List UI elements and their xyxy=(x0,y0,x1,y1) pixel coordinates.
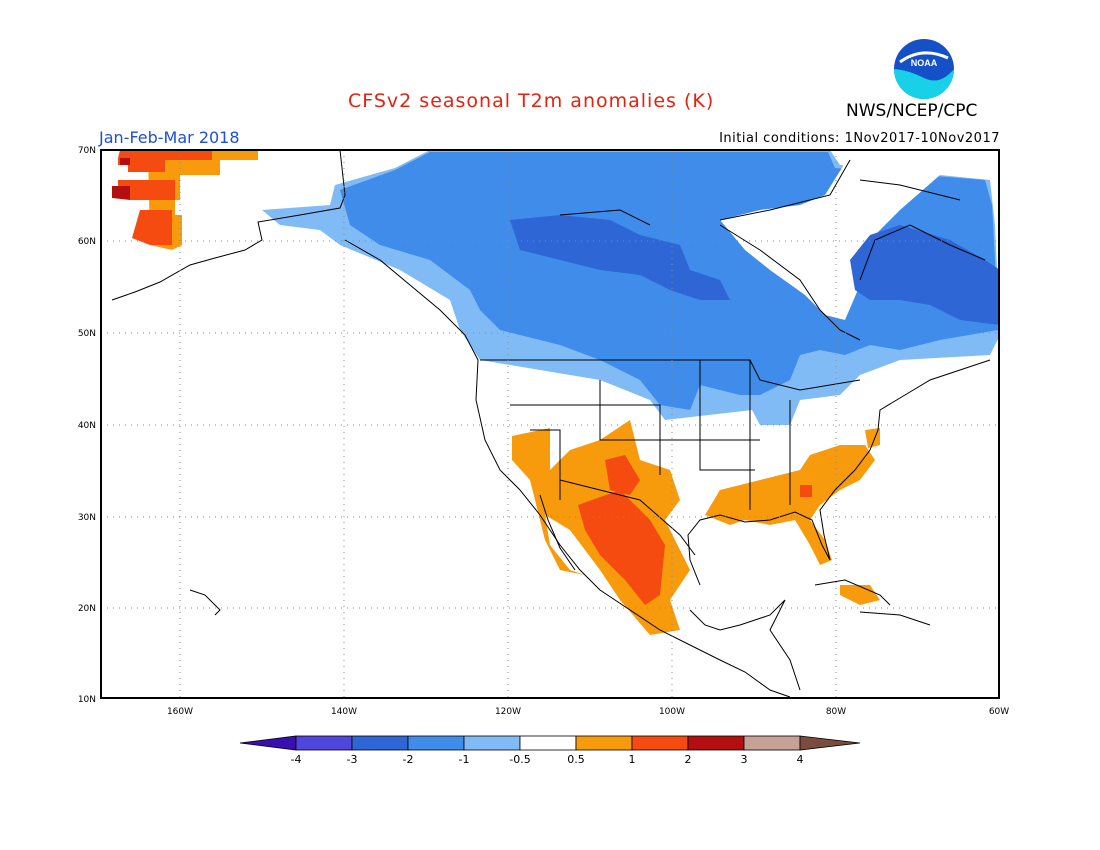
colorbar-cell xyxy=(631,735,689,751)
lat-label: 10N xyxy=(78,695,96,705)
lat-label: 70N xyxy=(78,146,96,156)
lat-label: 40N xyxy=(78,421,96,431)
lat-label: 50N xyxy=(78,329,96,339)
colorbar-cell xyxy=(407,735,465,751)
colorbar-cell xyxy=(463,735,521,751)
colorbar-cell xyxy=(519,735,577,751)
colorbar-tick-label: -2 xyxy=(403,753,414,766)
grid-lines xyxy=(101,150,999,698)
lon-label: 80W xyxy=(826,707,846,717)
lat-label: 60N xyxy=(78,237,96,247)
latitude-labels: 70N 60N 50N 40N 30N 20N 10N xyxy=(78,146,96,705)
initial-conditions: Initial conditions: 1Nov2017-10Nov2017 xyxy=(719,131,1000,146)
anomaly-fills xyxy=(112,150,1000,635)
lon-label: 160W xyxy=(167,707,193,717)
lat-label: 20N xyxy=(78,604,96,614)
colorbar-tick-label: 2 xyxy=(685,753,692,766)
colorbar-cell xyxy=(295,735,353,751)
colorbar-tick-label: -0.5 xyxy=(509,753,530,766)
lon-label: 100W xyxy=(659,707,685,717)
forecast-period: Jan-Feb-Mar 2018 xyxy=(99,128,240,147)
cold-anomaly-deep xyxy=(510,215,730,300)
colorbar-tick-label: 1 xyxy=(629,753,636,766)
map-frame xyxy=(100,149,1000,699)
colorbar-tick-label: -3 xyxy=(347,753,358,766)
lat-label: 30N xyxy=(78,513,96,523)
colorbar-arrow-high xyxy=(799,735,861,751)
colorbar-cell xyxy=(351,735,409,751)
map-title: CFSv2 seasonal T2m anomalies (K) xyxy=(348,90,715,112)
noaa-logo: NOAA xyxy=(894,39,954,99)
lon-label: 120W xyxy=(495,707,521,717)
coastlines xyxy=(111,149,991,698)
warm-anomaly-alaska xyxy=(148,150,258,250)
colorbar-tick-label: 4 xyxy=(797,753,804,766)
colorbar-cell xyxy=(687,735,745,751)
colorbar-tick-label: 0.5 xyxy=(567,753,585,766)
colorbar-tick-label: -4 xyxy=(291,753,302,766)
colorbar-tick-label: 3 xyxy=(741,753,748,766)
colorbar-cell xyxy=(743,735,801,751)
colorbar-tick-label: -1 xyxy=(459,753,470,766)
noaa-logo-text: NOAA xyxy=(911,58,938,68)
colorbar-cell xyxy=(575,735,633,751)
lon-label: 60W xyxy=(989,707,1009,717)
agency-label: NWS/NCEP/CPC xyxy=(846,101,978,121)
colorbar-arrow-low xyxy=(239,735,297,751)
lon-label: 140W xyxy=(331,707,357,717)
longitude-labels: 160W 140W 120W 100W 80W 60W xyxy=(167,707,1009,717)
colorbar: -4 -3 -2 -1 -0.5 0.5 1 2 3 4 xyxy=(239,735,861,766)
